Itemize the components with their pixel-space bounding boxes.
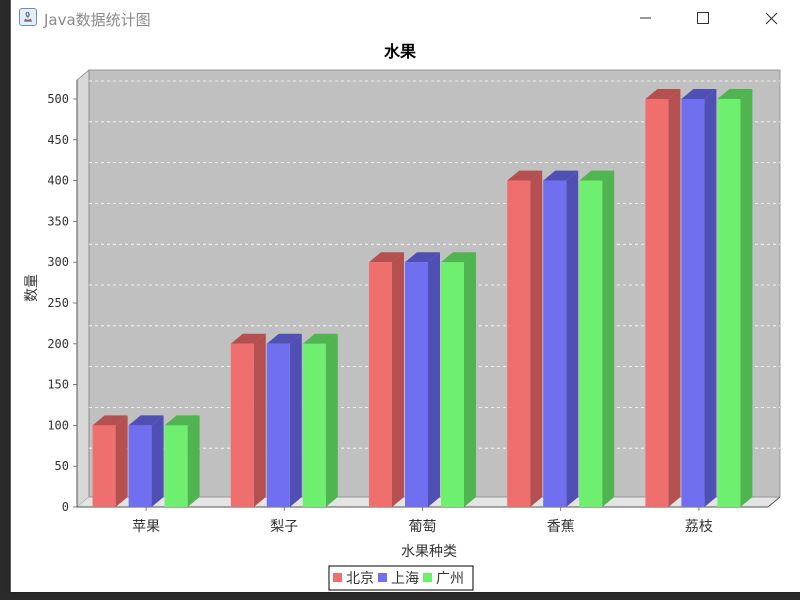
x-tick-label: 苹果 xyxy=(132,519,160,535)
bar-side xyxy=(566,170,579,507)
bar xyxy=(717,99,741,507)
y-tick-label: 100 xyxy=(47,418,69,432)
legend-item-label: 北京 xyxy=(346,571,374,587)
x-axis-depth-line xyxy=(767,496,781,508)
chart-title: 水果 xyxy=(384,42,416,61)
bar xyxy=(230,343,254,507)
bar-top xyxy=(543,170,579,181)
y-tick-label: 400 xyxy=(47,174,69,188)
legend-item-label: 上海 xyxy=(391,571,419,587)
bar-side xyxy=(668,89,681,507)
bar xyxy=(579,180,603,507)
close-icon xyxy=(765,12,778,25)
x-tick-label: 梨子 xyxy=(270,519,298,535)
bar-top xyxy=(128,415,164,426)
x-axis-label: 水果种类 xyxy=(401,544,457,560)
y-tick-label: 450 xyxy=(47,133,69,147)
bar xyxy=(128,425,152,507)
bar xyxy=(164,425,188,507)
bar-top xyxy=(266,333,302,344)
legend-swatch xyxy=(378,573,387,582)
y-tick-label: 150 xyxy=(47,378,69,392)
chart-window: Java数据统计图 水果 0 50 100 150 200 250 300 350 400 450… xyxy=(10,0,800,592)
bar-top xyxy=(717,89,753,99)
legend-swatch xyxy=(333,573,342,582)
plot-area: 0 50 100 150 200 250 300 350 400 450 500 苹果 梨子 葡萄 香蕉 荔枝 xyxy=(47,69,781,535)
bar xyxy=(405,262,428,507)
bar-top xyxy=(230,333,266,344)
bar xyxy=(645,99,669,507)
bar-top xyxy=(441,252,476,263)
bar xyxy=(681,99,705,507)
bar-top xyxy=(92,415,128,426)
bar-side xyxy=(289,333,302,507)
bar-top xyxy=(369,252,404,263)
bar-side xyxy=(115,415,128,507)
bar-side xyxy=(530,170,543,507)
bar xyxy=(543,180,567,507)
y-tick-label: 0 xyxy=(62,500,69,514)
minimize-icon xyxy=(640,17,651,19)
close-button[interactable] xyxy=(738,0,784,36)
x-tick-label: 香蕉 xyxy=(547,519,575,535)
bar-side xyxy=(325,333,338,507)
window-title: Java数据统计图 xyxy=(44,11,151,29)
bar xyxy=(302,343,326,507)
y-tick-label: 50 xyxy=(55,459,69,473)
bar-side xyxy=(464,252,476,507)
legend-item-label: 广州 xyxy=(436,571,464,587)
bar xyxy=(507,180,531,507)
legend-box xyxy=(328,565,474,591)
bar xyxy=(441,262,464,507)
bar-side xyxy=(187,415,200,507)
y-tick-label: 250 xyxy=(47,296,69,310)
bar-side xyxy=(392,252,404,507)
legend-swatch xyxy=(423,573,432,582)
java-app-icon xyxy=(19,8,37,26)
x-tick-label: 荔枝 xyxy=(685,519,713,535)
minimize-button[interactable] xyxy=(622,0,668,36)
y-tick-label: 300 xyxy=(47,255,69,269)
bar-top xyxy=(405,252,440,263)
bar-side xyxy=(253,333,266,507)
bar-top xyxy=(681,89,717,99)
bar-top xyxy=(302,333,338,344)
bar xyxy=(92,425,116,507)
bar-top xyxy=(645,89,681,99)
legend: 北京 上海 广州 xyxy=(328,565,474,591)
bar-top xyxy=(507,170,543,181)
bar-side xyxy=(151,415,164,507)
y-tick-label: 500 xyxy=(47,92,69,106)
y-axis-label: 数量 xyxy=(24,274,40,302)
title-bar[interactable]: Java数据统计图 xyxy=(11,0,800,36)
maximize-button[interactable] xyxy=(680,0,726,36)
bar-side xyxy=(740,89,753,507)
maximize-icon xyxy=(697,12,709,24)
bar-side xyxy=(428,252,440,507)
bar xyxy=(369,262,392,507)
bar-top xyxy=(164,415,200,426)
bar-side xyxy=(704,89,717,507)
bar-chart: 水果 0 50 100 150 200 250 300 350 400 450 500 苹果 梨子 葡萄 香… xyxy=(24,42,781,591)
bar-side xyxy=(602,170,615,507)
bar xyxy=(266,343,290,507)
y-tick-label: 200 xyxy=(47,337,69,351)
plot-left-wall xyxy=(76,69,90,508)
bar-top xyxy=(579,170,615,181)
y-tick-label: 350 xyxy=(47,214,69,228)
x-tick-label: 葡萄 xyxy=(409,519,437,535)
